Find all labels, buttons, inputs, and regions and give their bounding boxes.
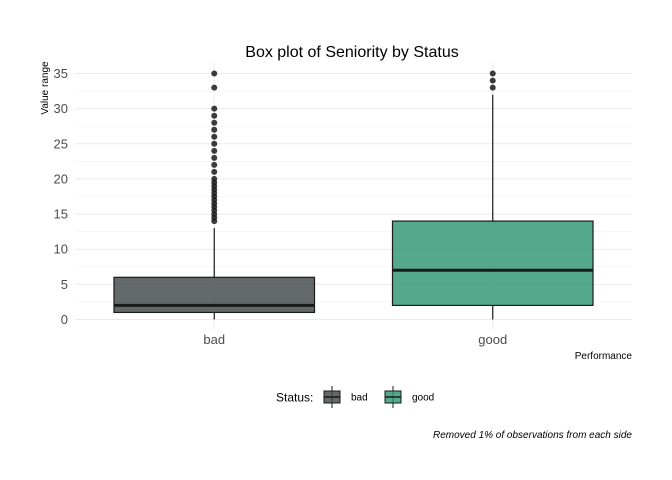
legend-label: bad <box>351 393 368 404</box>
outlier-point <box>211 119 218 126</box>
legend-title: Status: <box>276 391 313 405</box>
outlier-point <box>489 84 496 91</box>
outlier-point <box>211 168 218 175</box>
y-tick-label: 10 <box>54 242 68 257</box>
y-axis-ticks: 0 5 10 15 20 25 30 35 <box>54 66 68 327</box>
y-tick-label: 5 <box>61 277 68 292</box>
legend-label: good <box>412 393 434 404</box>
box-iqr <box>391 220 594 307</box>
outlier-point <box>211 112 218 119</box>
boxes <box>113 70 594 320</box>
y-tick-label: 30 <box>54 101 68 116</box>
legend-key-bad <box>323 386 341 408</box>
y-tick-label: 35 <box>54 66 68 81</box>
outlier-point <box>211 133 218 140</box>
box-good <box>391 70 594 320</box>
box-iqr <box>113 276 316 314</box>
outlier-point <box>211 147 218 154</box>
y-tick-label: 15 <box>54 207 68 222</box>
x-tick-label: bad <box>203 332 225 347</box>
y-axis-label: Value range <box>40 61 51 115</box>
y-tick-label: 0 <box>61 312 68 327</box>
x-axis-label: Performance <box>575 351 633 362</box>
legend-key-good <box>384 386 402 408</box>
outlier-point <box>489 70 496 77</box>
outlier-point <box>211 161 218 168</box>
x-tick-label: good <box>478 332 507 347</box>
outlier-point <box>211 84 218 91</box>
outlier-point <box>211 140 218 147</box>
chart-title: Box plot of Seniority by Status <box>245 44 458 61</box>
y-tick-label: 20 <box>54 171 68 186</box>
x-axis-ticks: bad good <box>203 332 507 347</box>
outlier-point <box>211 70 218 77</box>
outlier-point <box>211 126 218 133</box>
caption: Removed 1% of observations from each sid… <box>433 430 632 441</box>
outlier-point <box>211 175 218 182</box>
grid <box>75 63 632 330</box>
outlier-point <box>489 77 496 84</box>
legend: Status: bad good <box>276 386 434 408</box>
y-tick-label: 25 <box>54 136 68 151</box>
outlier-point <box>211 154 218 161</box>
box-bad <box>113 70 316 320</box>
outlier-point <box>211 105 218 112</box>
